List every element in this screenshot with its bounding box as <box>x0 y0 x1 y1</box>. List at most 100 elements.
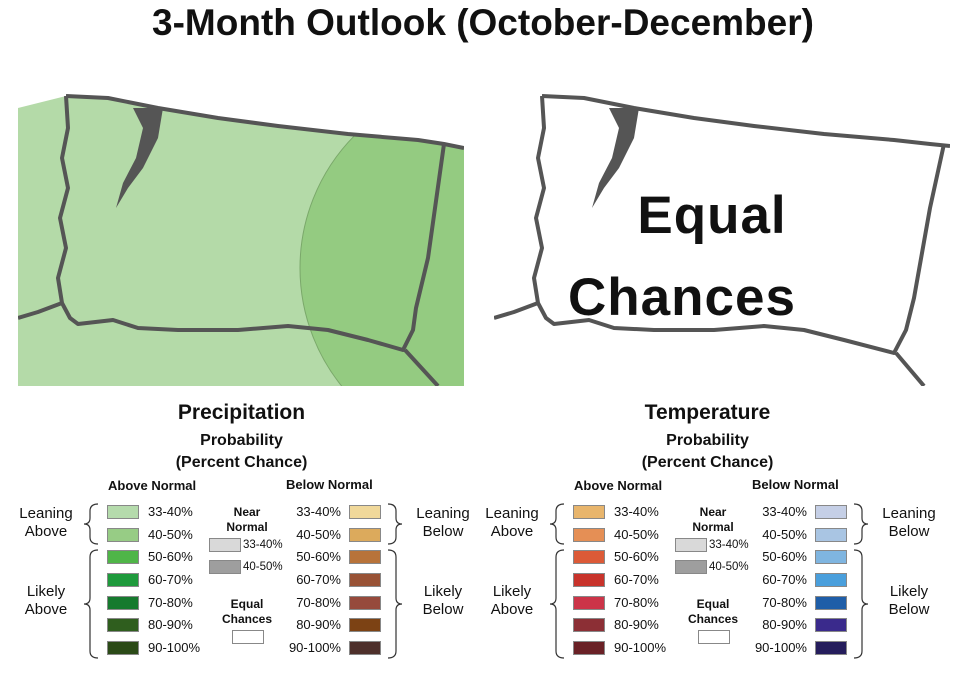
equal-chances-line: Chances <box>687 612 739 626</box>
temperature-below-range-4: 70-80% <box>762 595 807 610</box>
temperature-above-range-5: 80-90% <box>614 617 659 632</box>
precipitation-above-range-3: 60-70% <box>148 572 193 587</box>
precipitation-likely-below-label: Likely Below <box>408 583 478 619</box>
leaning-below-line: Leaning <box>416 505 470 522</box>
leaning-above-line: Leaning <box>485 505 539 522</box>
precipitation-near-normal-swatch-1 <box>209 560 241 574</box>
precipitation-above-range-6: 90-100% <box>148 640 201 655</box>
leaning-below-line: Leaning <box>882 505 936 522</box>
precipitation-above-swatch-3 <box>107 573 139 587</box>
precipitation-legend-title: Precipitation <box>177 401 306 424</box>
equal-chances-map-label: Equal Chances <box>552 175 872 339</box>
temperature-above-range-0: 33-40% <box>614 504 659 519</box>
precipitation-below-range-1: 40-50% <box>296 527 341 542</box>
puget-sound-temperature <box>592 108 639 208</box>
precipitation-near-normal-label: Near Normal <box>212 505 282 535</box>
temperature-equal-chances-label: Equal Chances <box>678 597 748 627</box>
likely-below-line: Likely <box>423 583 463 600</box>
precipitation-likely-above-label: Likely Above <box>11 583 81 619</box>
temperature-above-swatch-6 <box>573 641 605 655</box>
precipitation-leaning-above-brace <box>83 503 99 545</box>
likely-below-line: Below <box>888 601 930 618</box>
precipitation-below-swatch-3 <box>349 573 381 587</box>
temperature-likely-below-label: Likely Below <box>874 583 944 619</box>
temperature-above-swatch-0 <box>573 505 605 519</box>
temperature-legend-title: Temperature <box>644 401 771 424</box>
temperature-near-normal-range-1: 40-50% <box>709 561 749 573</box>
precipitation-above-normal-header: Above Normal <box>108 478 197 493</box>
precipitation-legend: Precipitation Probability (Percent Chance)… <box>11 401 478 659</box>
temperature-below-swatch-0 <box>815 505 847 519</box>
near-normal-line: Near <box>233 505 261 519</box>
temperature-likely-above-label: Likely Above <box>477 583 547 619</box>
temperature-leaning-below-brace <box>853 503 869 545</box>
precipitation-near-normal-range-1: 40-50% <box>243 561 283 573</box>
temperature-below-range-3: 60-70% <box>762 572 807 587</box>
likely-below-line: Below <box>422 601 464 618</box>
temperature-equal-chances-swatch <box>698 630 730 644</box>
precipitation-above-range-1: 40-50% <box>148 527 193 542</box>
temperature-above-range-2: 50-60% <box>614 549 659 564</box>
precipitation-above-swatch-1 <box>107 528 139 542</box>
likely-above-line: Above <box>490 601 534 618</box>
precipitation-below-swatch-2 <box>349 550 381 564</box>
leaning-below-line: Below <box>888 523 930 540</box>
temperature-map <box>494 94 950 386</box>
temperature-below-swatch-4 <box>815 596 847 610</box>
precipitation-above-range-0: 33-40% <box>148 504 193 519</box>
likely-above-line: Above <box>24 601 68 618</box>
temperature-below-range-1: 40-50% <box>762 527 807 542</box>
precipitation-leaning-below-label: Leaning Below <box>408 505 478 541</box>
temperature-below-swatch-2 <box>815 550 847 564</box>
temperature-above-swatch-4 <box>573 596 605 610</box>
near-normal-line: Normal <box>692 520 734 534</box>
temperature-leaning-above-label: Leaning Above <box>477 505 547 541</box>
precipitation-below-swatch-0 <box>349 505 381 519</box>
precipitation-equal-chances-swatch <box>232 630 264 644</box>
equal-label: Equal <box>637 186 787 245</box>
likely-above-line: Likely <box>26 583 66 600</box>
temperature-below-swatch-5 <box>815 618 847 632</box>
precipitation-below-swatch-4 <box>349 596 381 610</box>
temperature-below-range-2: 50-60% <box>762 549 807 564</box>
precipitation-below-range-5: 80-90% <box>296 617 341 632</box>
temperature-above-range-1: 40-50% <box>614 527 659 542</box>
precipitation-likely-above-brace <box>83 549 99 659</box>
temperature-above-normal-header: Above Normal <box>574 478 663 493</box>
temperature-near-normal-swatch-0 <box>675 538 707 552</box>
precipitation-near-normal-range-0: 33-40% <box>243 539 283 551</box>
precipitation-likely-below-brace <box>387 549 403 659</box>
precipitation-below-swatch-6 <box>349 641 381 655</box>
equal-chances-line: Chances <box>221 612 273 626</box>
leaning-above-line: Leaning <box>19 505 73 522</box>
temperature-below-swatch-6 <box>815 641 847 655</box>
precipitation-above-range-5: 80-90% <box>148 617 193 632</box>
state-border-temperature <box>494 94 950 386</box>
temperature-below-range-6: 90-100% <box>754 640 807 655</box>
precipitation-below-swatch-5 <box>349 618 381 632</box>
precipitation-above-swatch-6 <box>107 641 139 655</box>
temperature-near-normal-range-0: 33-40% <box>709 539 749 551</box>
chances-label: Chances <box>568 268 796 327</box>
precipitation-below-range-6: 90-100% <box>288 640 341 655</box>
precipitation-above-range-2: 50-60% <box>148 549 193 564</box>
likely-below-line: Likely <box>889 583 929 600</box>
temperature-percent-chance-label: (Percent Chance) <box>641 454 774 471</box>
temperature-above-swatch-5 <box>573 618 605 632</box>
precipitation-above-swatch-0 <box>107 505 139 519</box>
near-normal-line: Normal <box>226 520 268 534</box>
temperature-below-range-5: 80-90% <box>762 617 807 632</box>
leaning-above-40-50-region <box>299 96 464 386</box>
temperature-legend: Temperature Probability (Percent Chance) Ab… <box>466 0 949 681</box>
page-title: 3-Month Outlook (October-December) <box>152 2 814 43</box>
temperature-above-swatch-2 <box>573 550 605 564</box>
precipitation-below-normal-header: Below Normal <box>286 477 373 492</box>
leaning-above-line: Above <box>490 523 534 540</box>
temperature-leaning-above-brace <box>549 503 565 545</box>
leaning-below-line: Below <box>422 523 464 540</box>
temperature-likely-above-brace <box>549 549 565 659</box>
precipitation-near-normal-swatch-0 <box>209 538 241 552</box>
temperature-below-normal-header: Below Normal <box>752 477 839 492</box>
equal-chances-line: Equal <box>696 597 730 611</box>
precipitation-below-range-3: 60-70% <box>296 572 341 587</box>
